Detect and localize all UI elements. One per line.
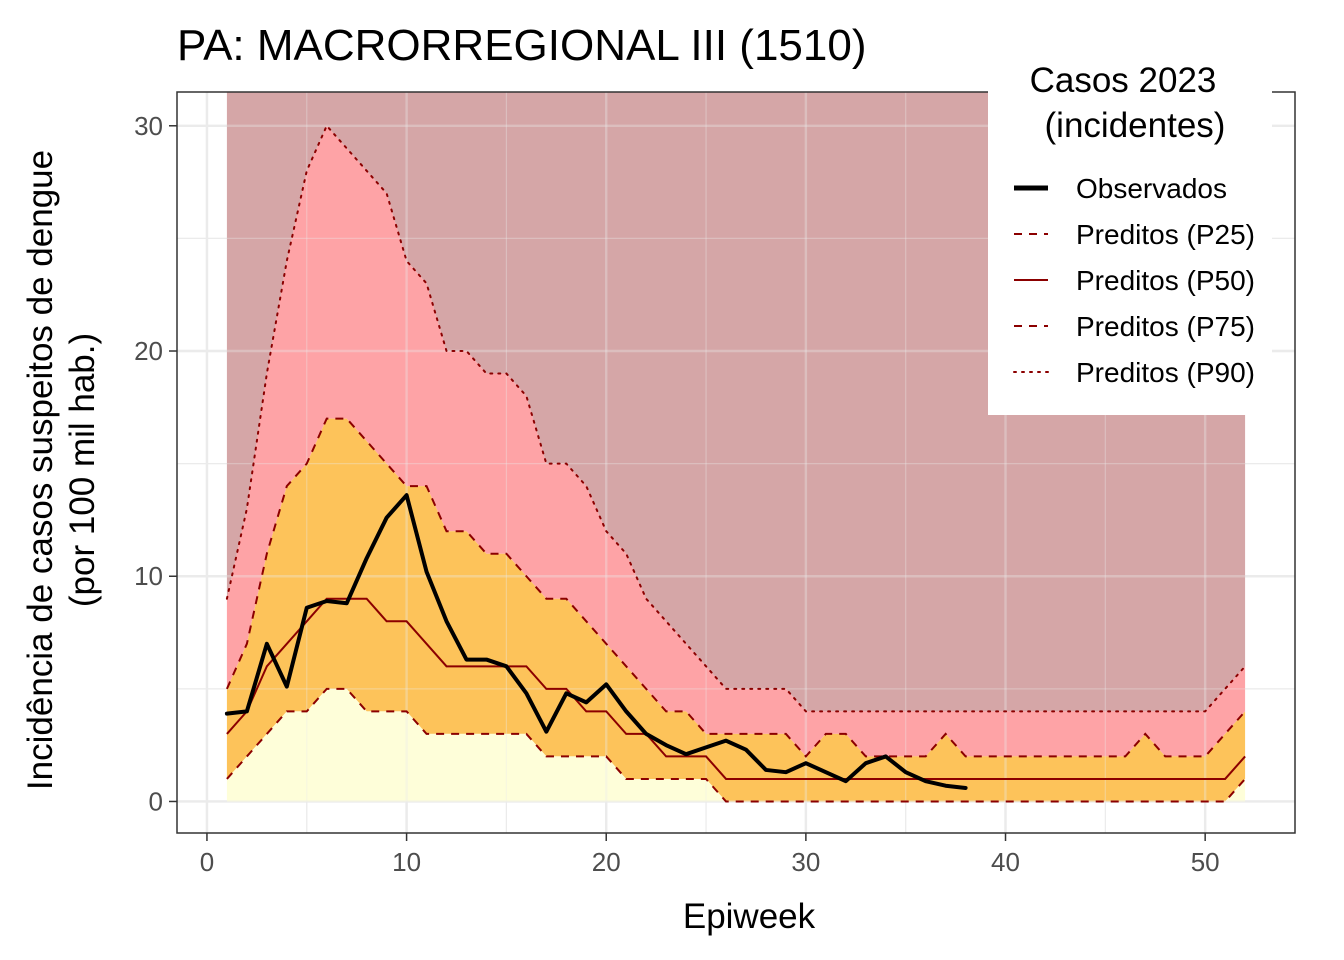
legend: Casos 2023 (incidentes) Observados Predit…: [988, 52, 1272, 415]
x-tick-label: 20: [592, 847, 621, 877]
legend-label-3: Preditos (P50): [1076, 265, 1255, 296]
plot-border: [176, 91, 1296, 834]
y-axis-title-line1: Incidência de casos suspeitos de dengue: [21, 150, 60, 790]
p50-line: [226, 597, 1246, 780]
x-tick-label: 30: [791, 847, 820, 877]
x-tick-label: 10: [392, 847, 421, 877]
x-tick-label: 0: [200, 847, 214, 877]
y-tick-label: 0: [149, 786, 163, 816]
p90-line: [225, 123, 1247, 713]
x-axis-title: Epiweek: [683, 897, 816, 936]
series-lines: [224, 123, 1247, 803]
legend-title-line1: Casos 2023: [1030, 61, 1217, 100]
p25-line: [226, 687, 1246, 803]
x-tick-label: 40: [991, 847, 1020, 877]
band-p25-p75: [226, 418, 1246, 802]
legend-label-1: Observados: [1076, 173, 1227, 204]
band-p75-p90: [226, 125, 1246, 757]
y-tick-label: 30: [134, 111, 163, 141]
y-tick-label: 20: [134, 336, 163, 366]
legend-entries: Observados Preditos (P25) Preditos (P50) Pr…: [1013, 173, 1255, 388]
grid-overlay: [177, 92, 1295, 833]
legend-label-4: Preditos (P75): [1076, 311, 1255, 342]
observed-line: [224, 493, 968, 790]
y-tick-label: 10: [134, 561, 163, 591]
x-tick-label: 50: [1191, 847, 1220, 877]
y-axis-title-line2: (por 100 mil hab.): [63, 333, 102, 607]
band-below-p25: [226, 688, 1246, 802]
legend-label-2: Preditos (P25): [1076, 219, 1255, 250]
legend-label-5: Preditos (P90): [1076, 357, 1255, 388]
y-axis: 0 10 20 30: [134, 111, 177, 816]
x-axis: 0 10 20 30 40 50: [200, 833, 1220, 877]
chart-title: PA: MACRORREGIONAL III (1510): [177, 21, 867, 70]
legend-title-line2: (incidentes): [1045, 106, 1226, 145]
